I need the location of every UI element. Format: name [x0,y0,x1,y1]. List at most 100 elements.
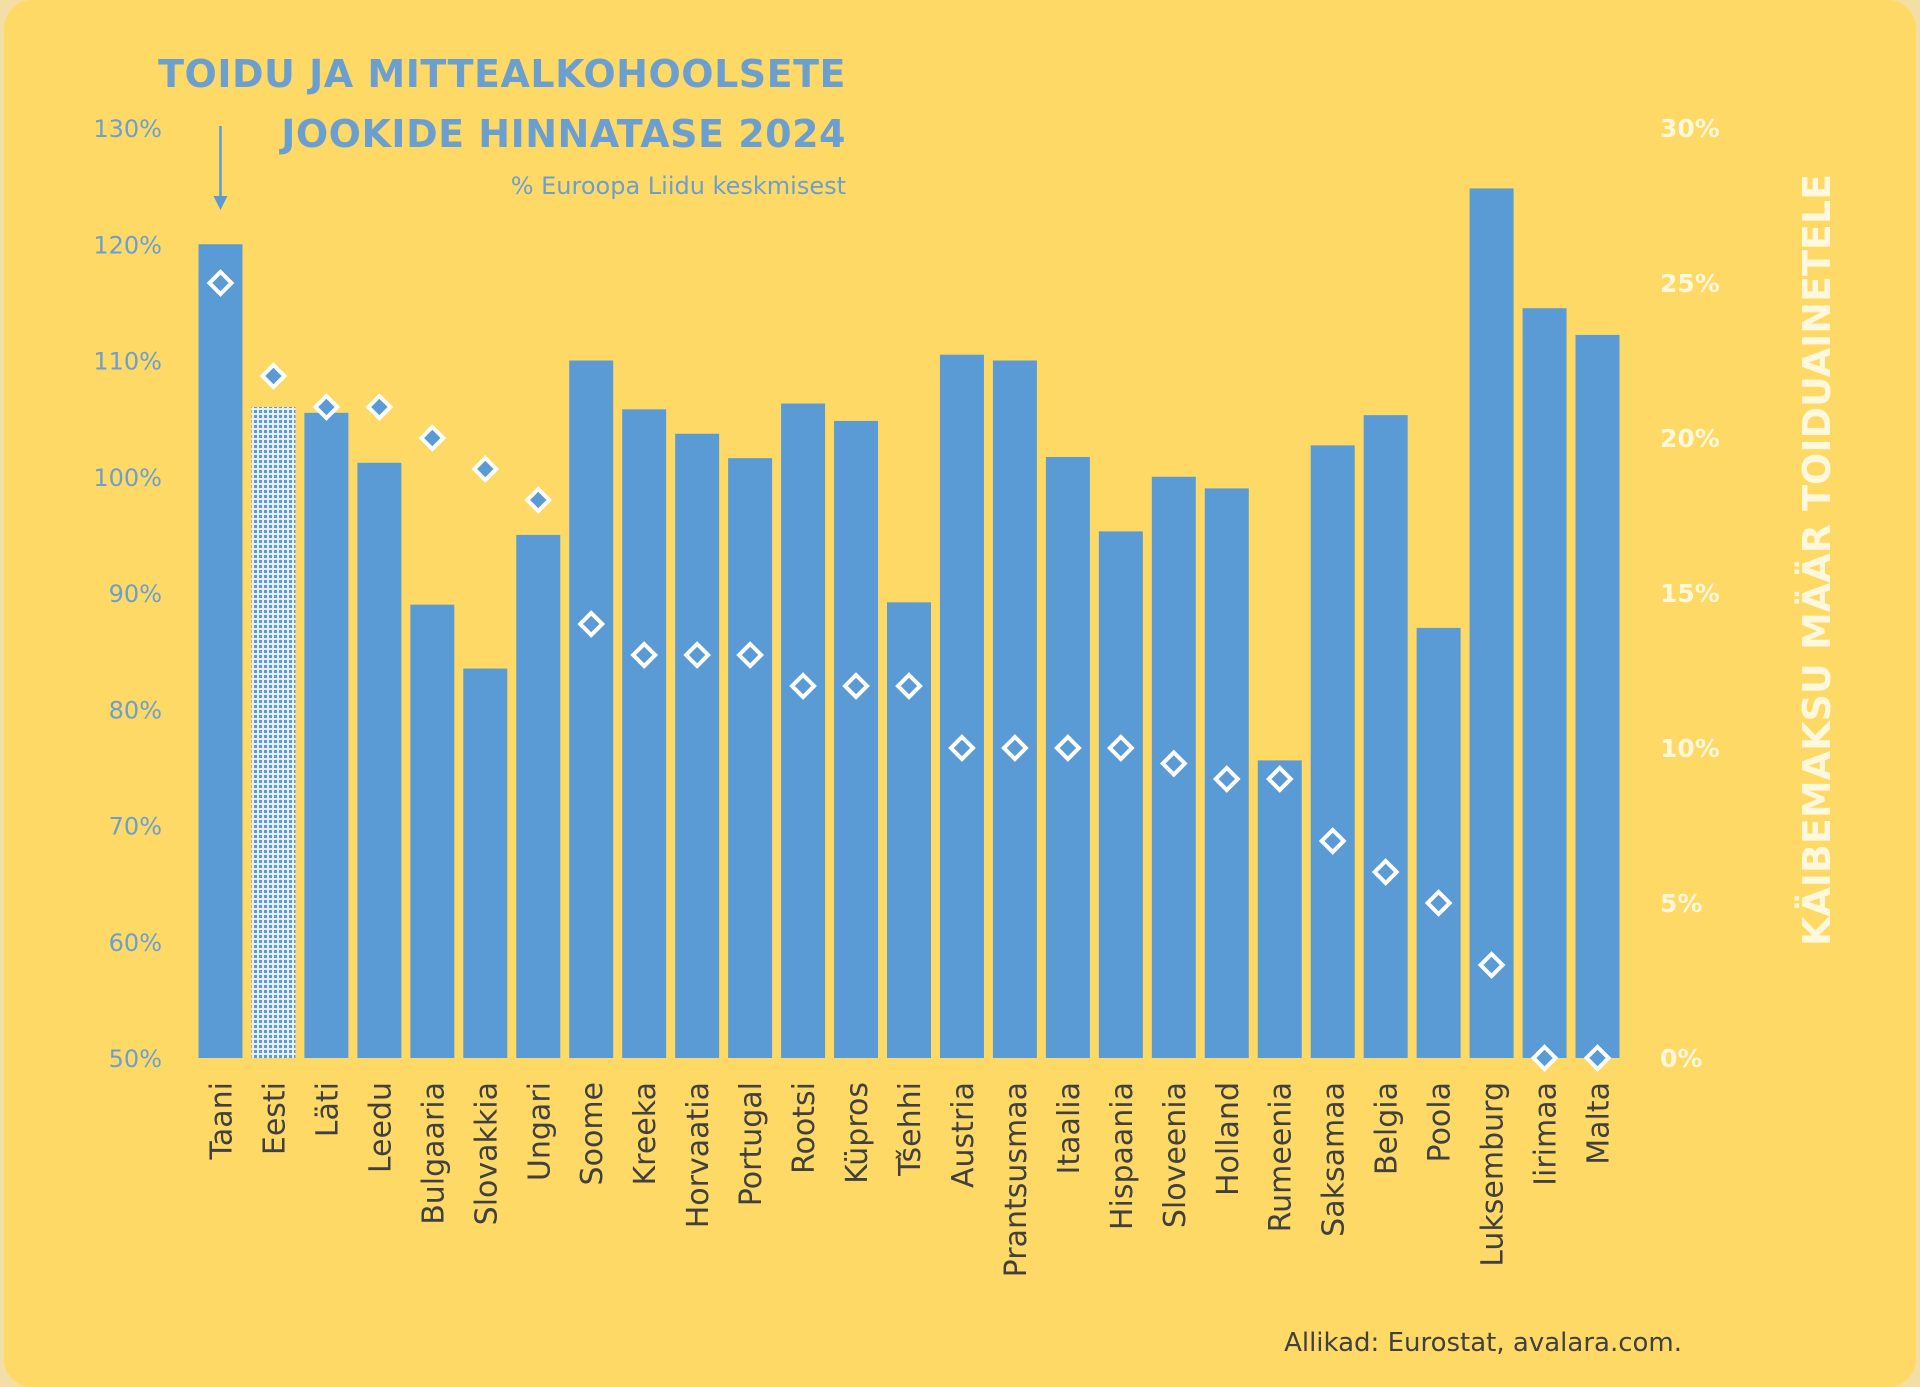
category-label: Itaalia [1052,1082,1087,1174]
vat-marker [1583,1044,1612,1072]
category-label: Austria [946,1082,981,1188]
category-label: Saksamaa [1317,1082,1352,1237]
annotation-arrow-head [213,196,228,210]
chart-title-line-1: TOIDU JA MITTEALKOHOOLSETE [158,52,846,96]
bar [992,360,1037,1058]
vat-marker [895,672,923,700]
bar [728,458,773,1058]
bar [1575,334,1620,1058]
category-label: Poola [1423,1082,1458,1162]
vat-marker [312,393,341,421]
bar [781,403,826,1058]
right-axis-tick-label: 20% [1660,424,1720,453]
bar [516,534,561,1058]
vat-marker [1001,734,1029,762]
category-label: Iirimaa [1529,1082,1564,1186]
left-axis-tick-label: 50% [109,1045,162,1073]
vat-marker [1054,734,1082,762]
left-axis-tick-label: 110% [93,348,162,376]
bar [622,409,667,1058]
vat-marker [524,486,553,514]
category-label: Malta [1582,1082,1617,1165]
bar [569,360,614,1058]
category-label: Ungari [522,1082,557,1181]
category-label: Bulgaaria [416,1082,451,1225]
bar [463,668,508,1058]
source-note: Allikad: Eurostat, avalara.com. [1284,1328,1682,1358]
bar [1469,188,1514,1058]
bar [1257,760,1302,1058]
vat-marker [206,269,235,297]
vat-marker [418,424,447,452]
vat-marker [1530,1044,1559,1072]
bar [1310,445,1355,1058]
category-label: Küpros [840,1082,875,1184]
vat-marker [789,672,817,700]
left-axis-tick-label: 90% [109,580,162,608]
left-axis-tick-label: 100% [93,464,162,492]
category-label: Rootsi [787,1082,822,1174]
vat-marker [1159,749,1188,778]
category-label: Tšehhi [893,1082,928,1177]
category-label: Belgia [1370,1082,1405,1175]
chart-card: 50% 60% 70% 80% 90% 100% 110% 120% 130% 0% 5% 10% 15… [4,0,1916,1387]
vat-marker [736,641,764,669]
vat-marker [1212,765,1241,793]
right-axis-title: KÄIBEMAKSU MÄÄR TOIDUAINETELE [1795,174,1839,946]
category-label: Kreeka [628,1082,663,1186]
left-axis-tick-label: 70% [109,813,162,841]
vat-marker [1107,734,1135,762]
vat-marker [842,672,870,700]
left-axis-tick-label: 80% [109,696,162,724]
bar [198,244,243,1058]
chart-title-line-2: JOOKIDE HINNATASE 2024 [281,112,846,156]
category-label: Taani [204,1082,239,1160]
bar [675,433,720,1058]
right-axis-tick-label: 10% [1660,734,1720,763]
category-label: Hispaania [1105,1082,1140,1230]
vat-marker [577,610,606,638]
bar [939,354,984,1058]
right-axis-tick-label: 0% [1660,1044,1702,1073]
vat-marker [1371,858,1400,886]
category-label: Soome [575,1082,610,1185]
bar [1416,627,1461,1058]
vat-marker [259,362,288,390]
vat-marker [948,734,976,762]
vat-marker [1477,951,1506,979]
category-label: Prantsusmaa [999,1082,1034,1277]
right-axis-tick-label: 5% [1660,889,1702,918]
vat-marker [365,393,394,421]
vat-marker [1265,765,1294,793]
vat-marker [471,455,500,483]
category-label: Luksemburg [1476,1082,1511,1267]
category-label: Läti [310,1082,345,1137]
category-label: Eesti [257,1082,292,1155]
right-axis-tick-label: 15% [1660,579,1720,608]
vat-marker [683,641,711,669]
category-label: Leedu [363,1082,398,1173]
bar [251,407,296,1058]
vat-marker [630,641,659,669]
left-axis-tick-label: 130% [93,115,162,143]
bar [357,462,402,1058]
bar [1363,415,1408,1058]
bar [887,602,931,1058]
bar [1522,308,1567,1058]
right-axis-tick-label: 25% [1660,269,1720,298]
bar [304,412,349,1058]
left-axis-tick-label: 120% [93,231,162,259]
category-label: Portugal [734,1082,769,1206]
category-label: Sloveenia [1158,1082,1193,1228]
category-label: Horvaatia [681,1082,716,1228]
bar [834,420,879,1058]
category-label: Slovakkia [469,1082,504,1225]
bar [1098,531,1143,1058]
vat-marker [1318,827,1347,855]
left-axis-tick-label: 60% [109,929,162,957]
vat-marker [1424,889,1453,917]
category-label: Holland [1211,1082,1246,1196]
chart-subtitle: % Euroopa Liidu keskmisest [510,172,846,200]
bar [410,604,455,1058]
right-axis-tick-label: 30% [1660,114,1720,143]
